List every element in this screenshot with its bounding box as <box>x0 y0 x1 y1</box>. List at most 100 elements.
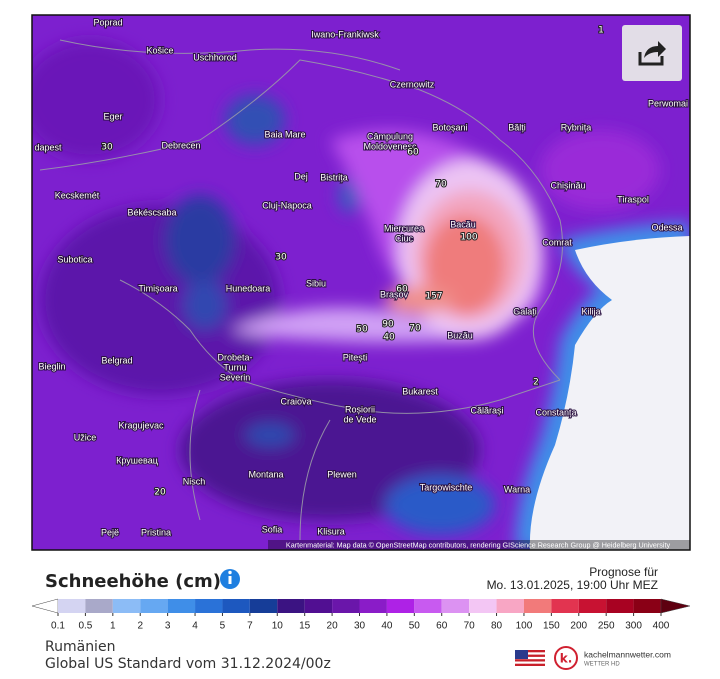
place-label: Câmpulung <box>367 131 413 141</box>
contour-label: 70 <box>409 324 421 334</box>
place-label: Dej <box>294 171 308 181</box>
attribution: Kartenmaterial: Map data © OpenStreetMap… <box>286 540 671 549</box>
legend-swatch <box>633 599 661 613</box>
place-label: Pristina <box>141 527 171 537</box>
legend-tick-label: 1 <box>110 621 116 632</box>
place-label: Pitești <box>343 352 368 362</box>
legend-tick-label: 3 <box>165 621 171 632</box>
legend-tick-label: 400 <box>653 621 670 632</box>
forecast-time: Mo. 13.01.2025, 19:00 Uhr MEZ <box>487 578 658 592</box>
logo-mark: k. <box>560 652 573 666</box>
legend-swatch <box>496 599 524 613</box>
legend-tick-label: 60 <box>436 621 448 632</box>
legend-swatch <box>359 599 387 613</box>
contour-label: 30 <box>101 143 113 153</box>
map: Poprad Košice Uschhorod Iwano-Frankiwsk Czer… <box>32 15 690 550</box>
legend-swatch <box>195 599 223 613</box>
place-label: Iwano-Frankiwsk <box>311 29 379 39</box>
place-label: Timișoara <box>138 283 177 293</box>
legend-tick-label: 50 <box>409 621 421 632</box>
legend-tick-label: 80 <box>491 621 503 632</box>
logo-sub: WETTER HD <box>584 662 620 668</box>
place-label: Constanța <box>535 407 576 417</box>
contour-label: 157 <box>425 292 442 302</box>
place-label: dapest <box>34 142 62 152</box>
place-label: Călărași <box>470 405 503 415</box>
legend-swatch <box>469 599 497 613</box>
legend-tick-label: 200 <box>570 621 587 632</box>
legend-tick-label: 300 <box>625 621 642 632</box>
place-label: Kecskemét <box>55 190 100 200</box>
legend-tick-label: 4 <box>192 621 198 632</box>
region: Rumänien <box>45 639 115 655</box>
place-label: Czernowitz <box>390 79 435 89</box>
legend-swatch <box>523 599 552 613</box>
contour-label: 50 <box>356 325 368 335</box>
contour-label: 70 <box>435 180 447 190</box>
place-label: Ciuc <box>395 233 414 243</box>
contour-label: 1 <box>598 26 604 36</box>
place-label: Košice <box>146 45 173 55</box>
place-label: Uschhorod <box>193 52 237 62</box>
logo-name: kachelmannwetter.com <box>584 649 671 659</box>
place-label: Tiraspol <box>617 194 649 204</box>
place-label: Kragujevac <box>118 420 164 430</box>
model-run: Global US Standard vom 31.12.2024/00z <box>45 656 331 672</box>
map-frame <box>31 14 691 551</box>
legend-tick-label: 100 <box>516 621 533 632</box>
place-label: Turnu <box>223 362 246 372</box>
contour-label: 60 <box>407 148 419 158</box>
place-label: Sofia <box>262 524 283 534</box>
place-label: Bieglin <box>38 361 65 371</box>
place-label: Miercurea <box>384 223 424 233</box>
logo-badge <box>554 646 578 670</box>
place-label: Odessa <box>651 222 682 232</box>
place-label: Klisura <box>317 526 345 536</box>
legend-title: Schneehöhe (cm) <box>45 571 221 592</box>
place-label: Plewen <box>327 469 357 479</box>
place-label: Hunedoara <box>226 283 271 293</box>
place-label: Moldovenesc <box>363 141 417 151</box>
legend-swatch <box>249 599 278 613</box>
place-label: Eger <box>103 111 122 121</box>
place-label: Craiova <box>280 396 311 406</box>
place-label: Bacău <box>450 219 476 229</box>
legend-swatch <box>304 599 333 613</box>
place-label: Comrat <box>542 237 572 247</box>
legend-swatch <box>332 599 360 613</box>
place-label: Cluj-Napoca <box>262 200 312 210</box>
place-label: Debrecen <box>161 140 200 150</box>
place-label: Perwomai <box>648 98 688 108</box>
legend-tick-label: 40 <box>381 621 393 632</box>
share-button[interactable] <box>622 25 682 81</box>
place-label: Buzău <box>447 330 473 340</box>
place-label: Drobeta- <box>217 352 252 362</box>
legend-tick-label: 250 <box>598 621 615 632</box>
place-label: Botoșani <box>432 122 467 132</box>
place-label: Chișinău <box>550 180 585 190</box>
legend-arrow <box>31 598 59 614</box>
flag <box>515 650 545 666</box>
place-label: Montana <box>248 469 283 479</box>
legend-swatch <box>386 599 415 613</box>
legend-swatch <box>277 599 305 613</box>
contour-label: 100 <box>460 233 477 243</box>
info-icon[interactable] <box>220 569 240 589</box>
place-label: de Vede <box>343 414 376 424</box>
legend-tick-label: 0.1 <box>51 621 65 632</box>
place-label: Galați <box>513 306 537 316</box>
legend-tick-label: 0.5 <box>78 621 92 632</box>
place-label: Bistrița <box>320 172 348 182</box>
legend-swatch <box>578 599 607 613</box>
place-label: Roșiorii <box>345 404 375 414</box>
contour-label: 20 <box>154 488 166 498</box>
legend-tick-label: 7 <box>247 621 253 632</box>
place-label: Rybnița <box>561 122 592 132</box>
place-label: Warna <box>504 484 530 494</box>
place-label: Severin <box>220 372 251 382</box>
legend-tick-label: 5 <box>220 621 226 632</box>
place-label: Targowischte <box>420 482 473 492</box>
place-label: Bukarest <box>402 386 438 396</box>
